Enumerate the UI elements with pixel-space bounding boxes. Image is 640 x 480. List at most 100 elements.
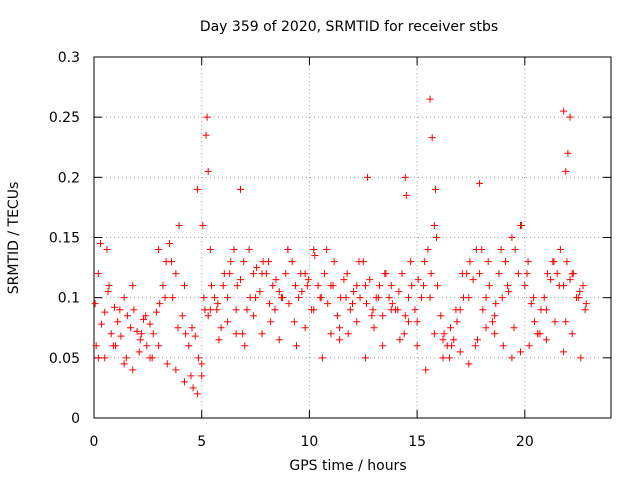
data-point: [329, 282, 337, 290]
data-point: [542, 306, 550, 314]
data-point: [564, 149, 572, 157]
data-point: [320, 270, 328, 278]
data-point: [517, 221, 525, 229]
data-point: [485, 282, 493, 290]
data-point: [240, 258, 248, 266]
data-point: [168, 258, 176, 266]
data-point: [568, 330, 576, 338]
data-point: [327, 330, 335, 338]
data-point: [361, 354, 369, 362]
data-point: [146, 354, 154, 362]
data-point: [169, 294, 177, 302]
x-tick-label: 20: [516, 434, 534, 450]
data-point: [311, 252, 319, 260]
data-point: [437, 312, 445, 320]
data-point: [135, 348, 143, 356]
data-point: [340, 276, 348, 284]
data-point: [224, 318, 232, 326]
data-point: [314, 282, 322, 290]
data-point: [566, 113, 574, 121]
data-point: [525, 342, 533, 350]
data-point: [152, 308, 160, 316]
data-point: [555, 282, 563, 290]
data-point: [213, 306, 221, 314]
data-point: [182, 330, 190, 338]
data-point: [175, 221, 183, 229]
data-point: [239, 330, 247, 338]
data-point: [172, 270, 180, 278]
data-point: [189, 384, 197, 392]
y-tick-label: 0.1: [58, 291, 80, 307]
data-point: [534, 330, 542, 338]
data-point: [361, 282, 369, 290]
data-point: [562, 167, 570, 175]
data-point: [379, 312, 387, 320]
data-point: [547, 276, 555, 284]
data-point: [427, 270, 435, 278]
data-point: [249, 312, 257, 320]
y-tick-label: 0.3: [58, 50, 80, 66]
data-point: [508, 354, 516, 362]
data-point: [491, 330, 499, 338]
data-point: [96, 240, 104, 248]
data-point: [478, 246, 486, 254]
x-tick-label: 10: [301, 434, 319, 450]
data-point: [140, 315, 148, 323]
data-point: [310, 306, 318, 314]
data-point: [233, 282, 241, 290]
data-point: [363, 300, 371, 308]
data-point: [155, 246, 163, 254]
data-point: [581, 306, 589, 314]
data-point: [575, 294, 583, 302]
data-point: [194, 354, 202, 362]
data-point: [272, 276, 280, 284]
data-point: [349, 300, 356, 308]
data-point: [174, 324, 182, 332]
data-point: [465, 360, 473, 368]
data-point: [191, 332, 199, 340]
data-point: [465, 294, 473, 302]
data-point: [374, 294, 382, 302]
data-point: [193, 185, 201, 193]
data-point: [489, 318, 497, 326]
data-point: [323, 246, 331, 254]
data-point: [271, 306, 279, 314]
data-point: [161, 294, 169, 302]
data-point: [543, 270, 551, 278]
data-point: [473, 336, 481, 344]
data-point: [456, 348, 464, 356]
data-point: [330, 258, 338, 266]
data-point: [267, 318, 275, 326]
data-point: [414, 276, 422, 284]
data-point: [398, 270, 406, 278]
data-point: [531, 318, 539, 326]
data-point: [288, 258, 296, 266]
data-point: [156, 300, 164, 308]
data-point: [527, 300, 535, 308]
data-point: [211, 294, 219, 302]
data-point: [430, 221, 438, 229]
data-point: [336, 336, 344, 344]
data-point: [123, 312, 131, 320]
data-point: [484, 258, 492, 266]
data-point: [417, 294, 425, 302]
data-point: [395, 288, 403, 296]
data-point: [143, 342, 151, 350]
data-point: [568, 270, 576, 278]
data-point: [582, 300, 590, 308]
data-point: [350, 288, 358, 296]
data-point: [227, 258, 235, 266]
data-point: [275, 336, 283, 344]
data-point: [471, 342, 479, 350]
data-point: [439, 354, 447, 362]
x-tick-label: 0: [90, 434, 99, 450]
data-point: [129, 282, 137, 290]
data-point: [236, 276, 244, 284]
data-point: [566, 276, 574, 284]
data-point: [508, 234, 516, 241]
data-point: [497, 246, 505, 254]
data-point: [264, 258, 272, 266]
data-point: [421, 258, 429, 266]
data-point: [426, 95, 434, 103]
data-point: [206, 246, 214, 254]
